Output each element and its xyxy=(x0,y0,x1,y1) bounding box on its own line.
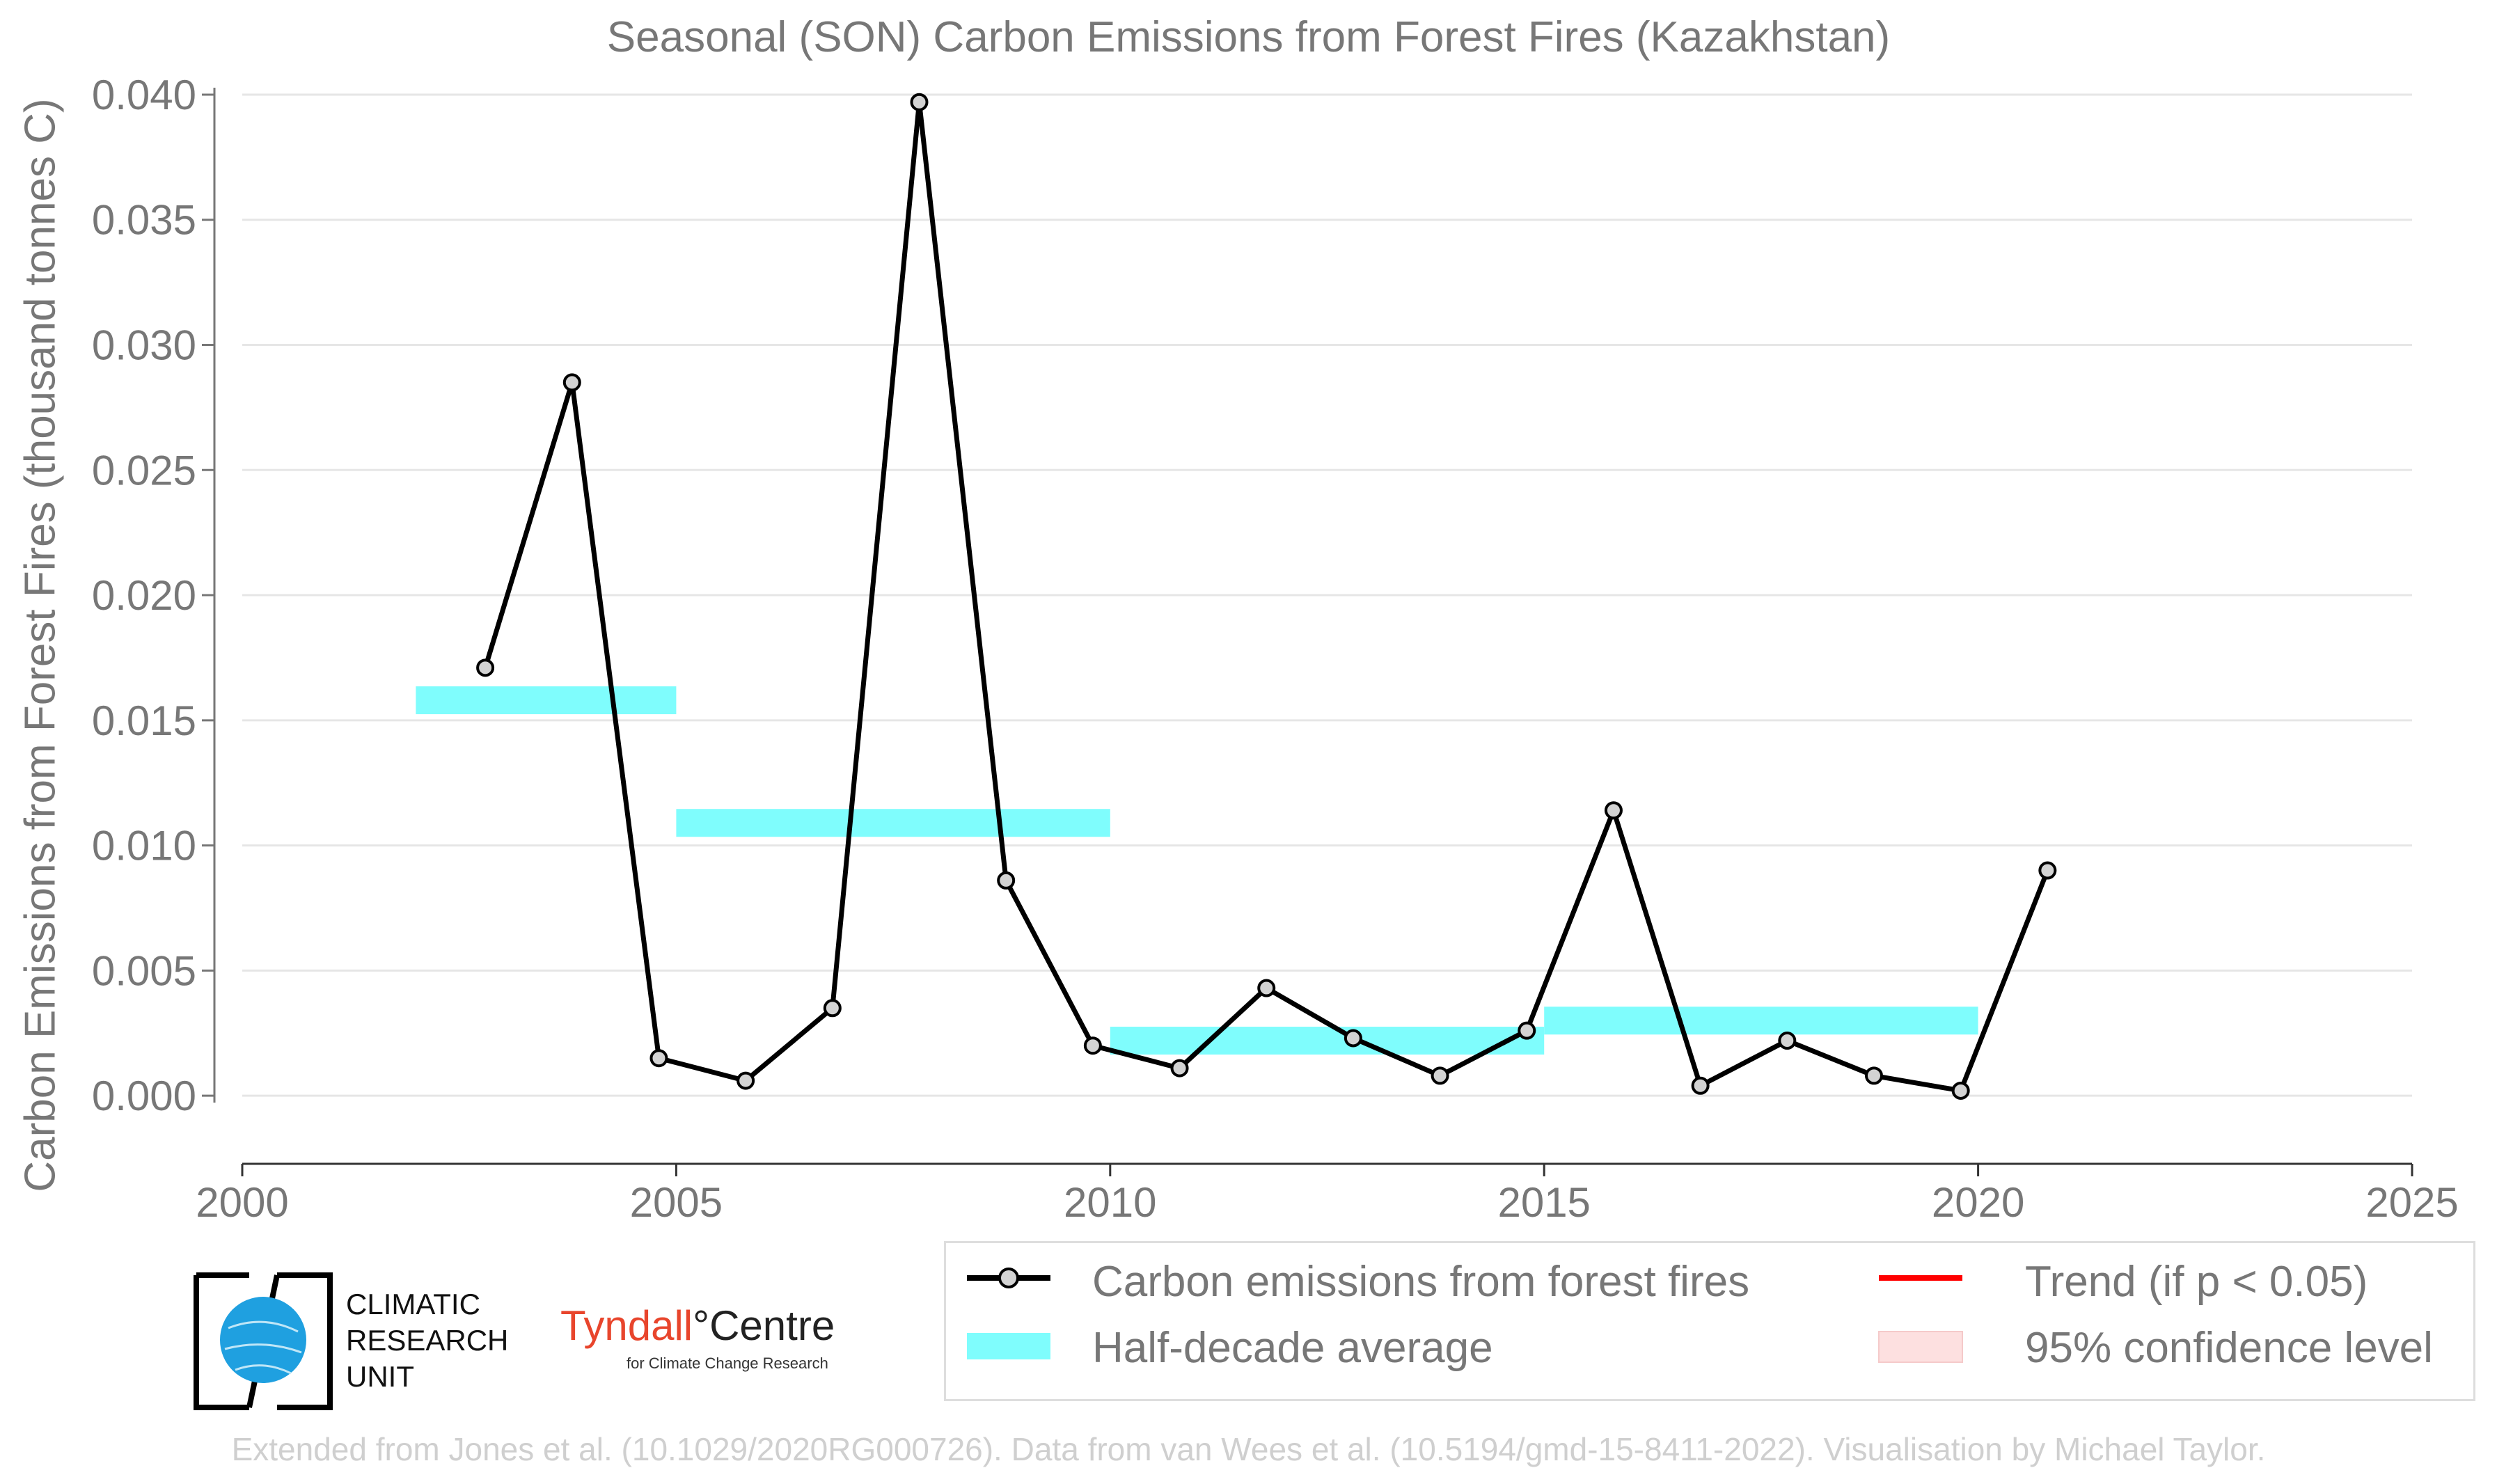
half-decade-bands xyxy=(416,686,1978,1055)
y-tick-label: 0.015 xyxy=(92,697,196,744)
emissions-line xyxy=(482,100,2050,1094)
emissions-point xyxy=(1431,1066,1449,1085)
half-decade-band xyxy=(676,809,1110,837)
emissions-point xyxy=(1257,979,1276,997)
y-tick-label: 0.005 xyxy=(92,947,196,994)
emissions-point xyxy=(1170,1059,1189,1078)
chart-title: Seasonal (SON) Carbon Emissions from For… xyxy=(606,13,1891,61)
half-decade-band xyxy=(1544,1007,1978,1035)
y-tick-label: 0.000 xyxy=(92,1073,196,1119)
cru-logo-text: CLIMATIC RESEARCH UNIT xyxy=(346,1288,509,1393)
emissions-point xyxy=(2038,861,2057,880)
x-tick-label: 2010 xyxy=(1064,1179,1156,1226)
y-tick-label: 0.035 xyxy=(92,197,196,244)
y-tick-label: 0.020 xyxy=(92,572,196,619)
footer-credits: Extended from Jones et al. (10.1029/2020… xyxy=(231,1431,2266,1467)
legend-label-trend: Trend (if p < 0.05) xyxy=(2025,1258,2368,1306)
emissions-point xyxy=(476,658,495,677)
legend-label-half-decade: Half-decade average xyxy=(1092,1324,1493,1372)
legend-symbol-half-decade xyxy=(967,1333,1050,1359)
emissions-point xyxy=(737,1071,755,1090)
x-tick-label: 2025 xyxy=(2365,1179,2458,1226)
x-tick-label: 2005 xyxy=(630,1179,723,1226)
tick-labels: 0.000 0.005 0.010 0.015 0.020 0.025 0.030 0.035… xyxy=(92,72,2459,1226)
x-tick-label: 2020 xyxy=(1932,1179,2024,1226)
y-tick-label: 0.010 xyxy=(92,823,196,869)
half-decade-band xyxy=(416,686,677,715)
legend-label-confidence: 95% confidence level xyxy=(2025,1324,2433,1372)
half-decade-band xyxy=(1110,1027,1545,1055)
legend-symbol-confidence xyxy=(1878,1331,1963,1363)
axes xyxy=(202,87,2413,1176)
emissions-point xyxy=(1951,1081,1970,1100)
series-layer xyxy=(476,93,2057,1100)
legend-symbol-trend xyxy=(1879,1275,1962,1281)
legend-label-emissions: Carbon emissions from forest fires xyxy=(1092,1258,1750,1306)
emissions-point xyxy=(823,999,842,1018)
emissions-point xyxy=(649,1049,668,1068)
emissions-point xyxy=(1344,1029,1362,1048)
tyndall-subtitle: for Climate Change Research xyxy=(627,1355,828,1372)
emissions-point xyxy=(1083,1036,1102,1055)
x-tick-label: 2015 xyxy=(1497,1179,1590,1226)
emissions-point xyxy=(910,93,929,111)
emissions-point xyxy=(1518,1021,1536,1040)
legend-symbol-line-marker xyxy=(967,1268,1050,1288)
tyndall-logo: Tyndall°Centre xyxy=(560,1302,835,1349)
y-tick-label: 0.040 xyxy=(92,72,196,118)
emissions-point xyxy=(1691,1076,1710,1095)
emissions-point xyxy=(1604,801,1623,820)
y-tick-label: 0.030 xyxy=(92,322,196,369)
emissions-point xyxy=(1864,1066,1883,1085)
emissions-point xyxy=(997,871,1016,890)
grid-lines xyxy=(242,93,2412,1097)
emissions-point xyxy=(562,373,581,392)
y-tick-label: 0.025 xyxy=(92,447,196,494)
x-tick-label: 2000 xyxy=(196,1179,288,1226)
legend: Carbon emissions from forest fires Half-… xyxy=(944,1241,2475,1401)
chart-canvas: 0.000 0.005 0.010 0.015 0.020 0.025 0.030 0.035… xyxy=(92,72,2459,1226)
emissions-point xyxy=(1778,1032,1797,1050)
cru-logo xyxy=(194,1272,333,1410)
